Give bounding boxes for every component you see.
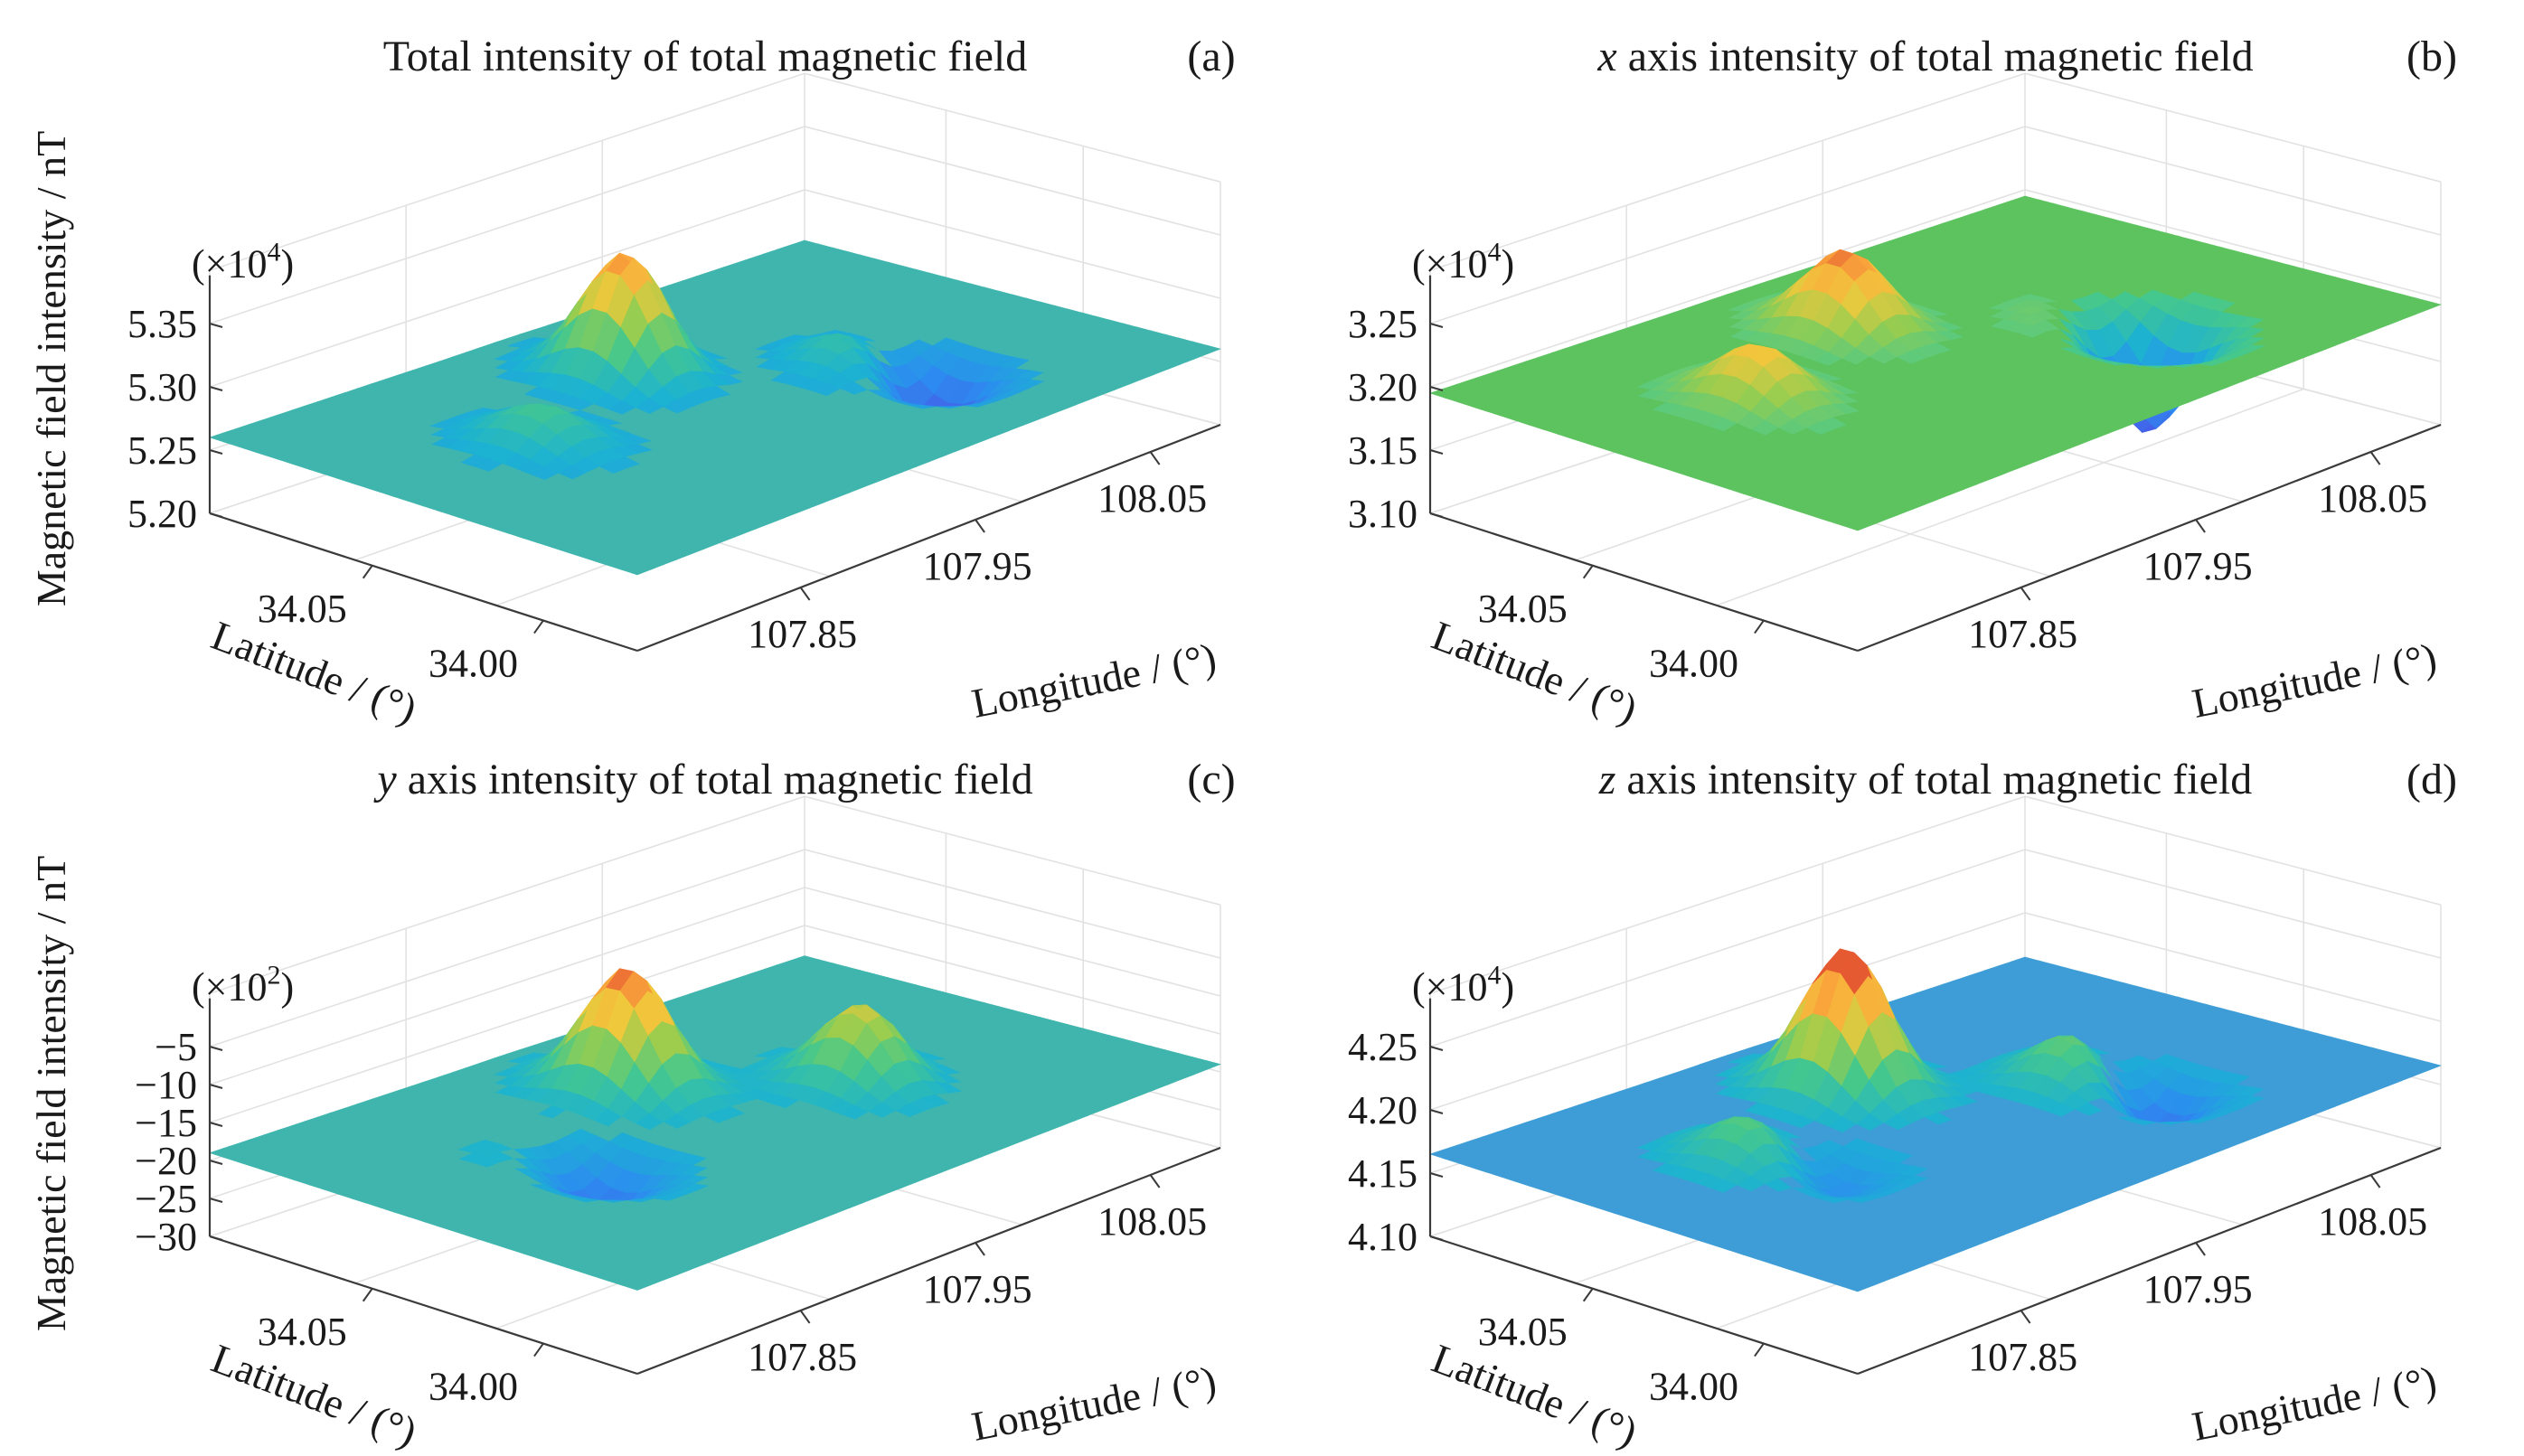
panel-title: z axis intensity of total magnetic field	[1598, 756, 2253, 803]
lon-axis	[1857, 423, 2442, 653]
lon-tick-label: 107.95	[2143, 1267, 2253, 1311]
surface	[1429, 948, 2442, 1292]
lat-tick-label: 34.00	[429, 1365, 518, 1409]
lon-tick-label: 107.95	[923, 1267, 1032, 1311]
z-tick-label: −20	[135, 1139, 197, 1183]
surface	[209, 240, 1221, 576]
z-tick-label: 3.15	[1348, 428, 1417, 473]
panel-b: 3.10 3.15 3.20 3.25 (×104) 34.05 34.00 107.85 10…	[1348, 33, 2457, 732]
z-tick-label: 3.20	[1348, 365, 1417, 409]
z-tick-label: 5.25	[127, 428, 197, 473]
z-tick-label: 3.10	[1348, 492, 1417, 536]
lon-axis-label: Longitude / (°)	[2189, 1357, 2441, 1450]
lon-tick-label: 107.85	[1968, 1335, 2077, 1379]
panel-label: (b)	[2406, 33, 2457, 80]
panel-label: (d)	[2406, 756, 2457, 803]
lon-axis	[1857, 1146, 2442, 1376]
lat-tick-label: 34.05	[258, 587, 347, 631]
z-tick-label: −5	[155, 1025, 197, 1069]
z-tick-label: 5.30	[127, 365, 197, 409]
lon-axis	[636, 423, 1221, 653]
multiplier-label: (×104)	[192, 238, 294, 287]
z-tick-label: 3.25	[1348, 302, 1417, 346]
lat-tick-label: 34.05	[1478, 1310, 1568, 1354]
lon-tick-label: 107.95	[2143, 544, 2253, 588]
z-tick-label: 4.15	[1348, 1151, 1417, 1196]
lon-tick-label: 107.85	[748, 612, 857, 656]
lon-tick-label: 107.85	[748, 1335, 857, 1379]
lat-axis	[209, 512, 638, 653]
lat-tick-label: 34.05	[258, 1310, 347, 1354]
lon-axis	[636, 1146, 1221, 1376]
lat-tick-label: 34.00	[1649, 1365, 1738, 1409]
lon-tick-label: 108.05	[1097, 476, 1207, 521]
panel-d: 4.10 4.15 4.20 4.25 (×104) 34.05 34.00 107.85 10…	[1348, 756, 2457, 1455]
z-tick-label: 4.20	[1348, 1088, 1417, 1132]
z-tick-label: −30	[135, 1215, 197, 1259]
z-tick-label: 5.35	[127, 302, 197, 346]
lon-tick-label: 107.95	[923, 544, 1032, 588]
surface	[209, 955, 1221, 1291]
lat-axis	[1429, 512, 1859, 653]
panel-title: x axis intensity of total magnetic field	[1596, 33, 2253, 80]
panel-a: 5.20 5.25 5.30 5.35 (×104) 34.05 34.00 107.85 10…	[127, 33, 1236, 732]
z-tick-label: 4.10	[1348, 1215, 1417, 1259]
z-tick-label: −10	[135, 1063, 197, 1107]
lat-tick-label: 34.00	[429, 642, 518, 686]
z-tick-label: 4.25	[1348, 1025, 1417, 1069]
lon-axis-label: Longitude / (°)	[968, 634, 1220, 727]
ylabel-bottom: Magnetic field intensity / nT	[28, 856, 74, 1331]
panel-title: Total intensity of total magnetic field	[383, 33, 1027, 80]
multiplier-label: (×102)	[192, 961, 294, 1010]
z-tick-label: −15	[135, 1101, 197, 1145]
lon-tick-label: 107.85	[1968, 612, 2077, 656]
multiplier-label: (×104)	[1412, 961, 1514, 1010]
lon-axis-label: Longitude / (°)	[2189, 634, 2441, 727]
panel-label: (a)	[1187, 33, 1235, 80]
lon-tick-label: 108.05	[2318, 1199, 2427, 1244]
lon-axis-label: Longitude / (°)	[968, 1357, 1220, 1450]
panel-title: y axis intensity of total magnetic field	[372, 756, 1032, 803]
panel-c: −30−25−20−15−10−5 (×102) 34.05 34.00 107.85 1…	[135, 756, 1235, 1455]
ylabel-top: Magnetic field intensity / nT	[28, 131, 74, 606]
lat-tick-label: 34.05	[1478, 587, 1568, 631]
panel-label: (c)	[1187, 756, 1235, 803]
lat-tick-label: 34.00	[1649, 642, 1738, 686]
z-tick-label: 5.20	[127, 492, 197, 536]
multiplier-label: (×104)	[1412, 238, 1514, 287]
lon-tick-label: 108.05	[1097, 1199, 1207, 1244]
lat-axis	[1429, 1235, 1859, 1376]
lat-axis	[209, 1235, 638, 1376]
lon-tick-label: 108.05	[2318, 476, 2427, 521]
z-tick-label: −25	[135, 1177, 197, 1221]
surface	[1429, 195, 2442, 531]
